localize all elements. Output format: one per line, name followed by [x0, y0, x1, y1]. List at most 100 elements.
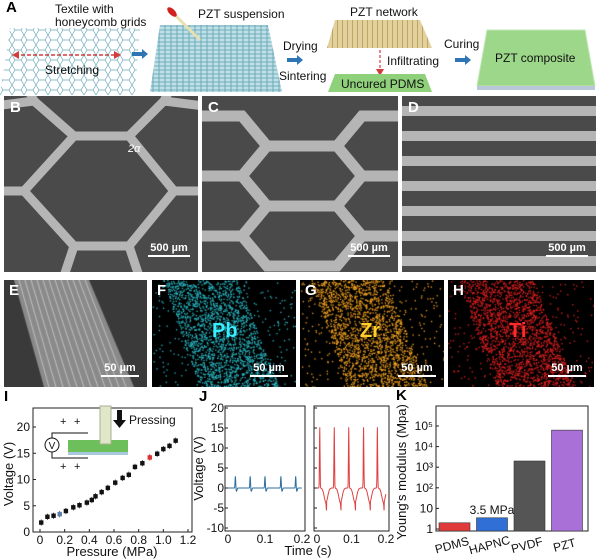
arrow-shaft	[287, 58, 297, 62]
grid-textile	[150, 25, 282, 92]
y-tick-label: 10	[420, 501, 434, 515]
panel-label: K	[396, 387, 407, 404]
panel-label: J	[199, 388, 208, 405]
x-tick-label: 0.2	[294, 532, 311, 546]
stretching-label: Stretching	[45, 63, 100, 77]
scale-bar: 500 µm	[546, 242, 588, 257]
y-tick-label: 10³	[416, 460, 433, 474]
panel-label: C	[208, 99, 219, 116]
plus-sign: +	[60, 461, 66, 473]
x-tick-label: PVDF	[510, 534, 545, 556]
y-tick-label: -5	[213, 501, 224, 515]
data-point	[84, 500, 90, 505]
textile-label: Textile with honeycomb grids	[55, 2, 147, 29]
network-label: PZT network	[350, 5, 418, 19]
data-point	[147, 455, 152, 460]
x-axis-label: Time (s)	[284, 543, 331, 558]
panel-label: E	[9, 282, 20, 299]
arrow-shaft	[455, 58, 465, 62]
curing-label: Curing	[444, 37, 480, 51]
angle-annotation: 2α	[128, 143, 141, 155]
data-point	[132, 464, 138, 470]
x-tick-label: 0	[37, 533, 44, 547]
y-tick-label: 0	[23, 525, 30, 539]
data-point	[161, 446, 166, 452]
element-label: Zr	[360, 320, 380, 342]
data-point	[89, 497, 94, 503]
bar-annotation: 3.5 MPa	[470, 503, 515, 517]
eds-map-image	[4, 280, 147, 387]
y-tick-label: 5	[23, 499, 30, 513]
sem-image-b: B 2α 500 µm	[4, 96, 198, 272]
data-point	[154, 451, 160, 456]
y-tick-label: 10	[17, 473, 31, 487]
scale-label: 50 µm	[551, 362, 583, 374]
scale-label: 50 µm	[104, 362, 136, 374]
eds-map-image	[448, 280, 594, 387]
scale-bar: 50 µm	[250, 362, 288, 377]
data-point	[167, 443, 172, 449]
scale-label: 500 µm	[548, 242, 586, 254]
x-tick-label: 0	[225, 532, 232, 546]
y-tick-label: 10²	[416, 481, 433, 495]
scale-label: 500 µm	[150, 242, 188, 254]
y-tick-label: 15	[211, 421, 225, 435]
pipette-icon	[170, 10, 202, 42]
y-tick-label: 10	[211, 441, 225, 455]
y-tick-label: 10⁵	[415, 419, 433, 433]
element-label: Ti	[509, 320, 527, 342]
eds-map-image	[152, 280, 296, 387]
scale-label: 50 µm	[401, 362, 433, 374]
down-arrow-icon	[113, 410, 126, 428]
arrow-shaft	[132, 52, 142, 56]
eds-map-e: E 50 µm	[4, 280, 147, 387]
arrow-icon	[142, 49, 148, 59]
data-point	[93, 494, 98, 499]
data-point	[39, 520, 44, 525]
composite-base	[477, 86, 595, 90]
infiltrating-label: Infiltrating	[387, 54, 440, 68]
y-tick-label: 10⁴	[414, 440, 433, 454]
y-tick-label: 15	[17, 446, 31, 460]
x-axis-label: Pressure (MPa)	[66, 544, 157, 559]
y-axis-label: Young's modulus (Mpa)	[394, 404, 409, 540]
signal-line	[317, 427, 387, 511]
data-point	[140, 461, 145, 466]
x-tick-label: 0.6	[106, 533, 123, 547]
bar	[551, 429, 583, 532]
panel-label: D	[408, 99, 419, 116]
data-point	[120, 475, 125, 481]
bar	[438, 522, 471, 532]
pipette-bulb	[167, 7, 177, 17]
plot-frame	[224, 405, 306, 532]
uncured-label: Uncured PDMS	[341, 77, 425, 91]
data-point	[63, 508, 69, 514]
voltmeter-label: V	[49, 441, 56, 452]
sem-strands	[402, 106, 596, 266]
eds-map-h: H Ti 50 µm	[448, 280, 594, 387]
data-point	[113, 480, 118, 485]
panel-label: G	[305, 282, 317, 299]
sintering-label: Sintering	[279, 69, 327, 83]
sem-strands	[4, 96, 198, 272]
pressing-label: Pressing	[129, 413, 176, 427]
plus-sign: +	[60, 416, 66, 428]
eds-map-image	[300, 280, 444, 387]
bar	[476, 517, 508, 532]
data-point	[57, 511, 62, 517]
plus-sign: +	[74, 416, 80, 428]
y-tick-label: -10	[207, 521, 225, 535]
scale-label: 500 µm	[350, 242, 388, 254]
panel-label: H	[453, 282, 464, 299]
x-tick-label: PDMS	[433, 534, 470, 556]
scale-bar: 50 µm	[398, 362, 436, 377]
data-point	[45, 514, 50, 519]
x-tick-label: 1.0	[155, 533, 172, 547]
y-tick-label: 1	[426, 522, 433, 536]
plot-frame	[435, 405, 589, 532]
device-base	[68, 452, 128, 455]
drying-label: Drying	[283, 39, 318, 53]
scale-bar: 50 µm	[548, 362, 586, 377]
